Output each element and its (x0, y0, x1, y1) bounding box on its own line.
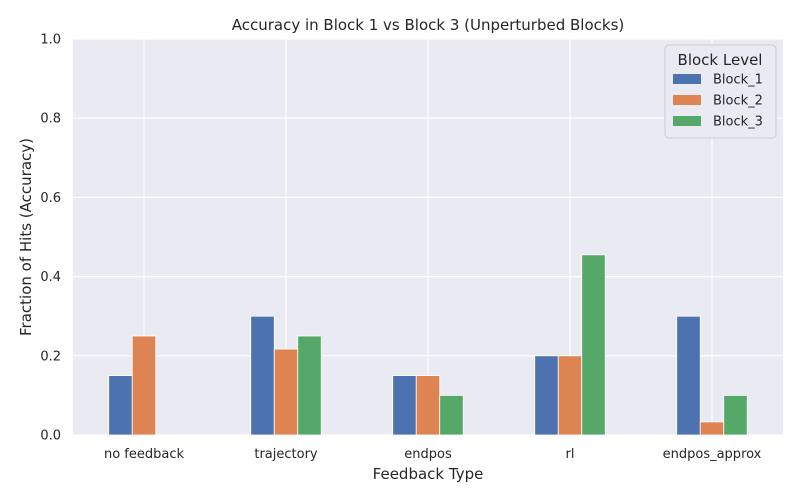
legend-label: Block_1 (713, 73, 763, 88)
legend-items: Block_1 Block_2 Block_3 (673, 73, 763, 130)
legend-box (664, 44, 777, 139)
bar-block-2-rl (557, 355, 583, 436)
legend-swatch (673, 116, 701, 126)
y-tick-label: 0.2 (40, 349, 61, 364)
y-axis-title: Fraction of Hits (Accuracy) (17, 138, 35, 336)
y-tick-label: 0.4 (40, 270, 61, 285)
bar-block-3-endpos (439, 394, 464, 436)
x-tick-label: endpos (404, 447, 452, 462)
bar-block-2-endpos-approx (699, 421, 725, 436)
y-tick-label: 0.6 (40, 191, 61, 206)
legend-swatch (673, 74, 701, 84)
y-tick-labels: 0.0 0.2 0.4 0.6 0.8 1.0 (40, 33, 61, 444)
x-tick-label: trajectory (254, 447, 318, 462)
bar-block-3-rl (581, 254, 606, 436)
bar-block-1-no-feedback (108, 375, 133, 436)
bar-block-2-no-feedback (131, 335, 157, 436)
chart-title: Accuracy in Block 1 vs Block 3 (Unpertur… (232, 16, 625, 34)
y-tick-label: 1.0 (40, 33, 61, 48)
bars-group (108, 254, 748, 436)
bar-block-3-trajectory (297, 335, 322, 436)
y-tick-label: 0.0 (40, 429, 61, 444)
bar-block-1-trajectory (250, 315, 275, 436)
bar-block-1-endpos-approx (676, 315, 701, 436)
legend-label: Block_3 (713, 115, 763, 130)
x-tick-labels: no feedback trajectory endpos rl endpos_appr… (104, 447, 762, 462)
bar-block-2-trajectory (273, 348, 299, 436)
legend: Block Level Block_1 Block_2 Block_3 (664, 44, 777, 139)
bar-block-3-endpos-approx (723, 394, 748, 436)
x-tick-label: no feedback (104, 447, 185, 462)
legend-label: Block_2 (713, 94, 763, 109)
legend-title: Block Level (678, 51, 763, 69)
x-tick-label: endpos_approx (663, 447, 762, 462)
bar-block-2-endpos (415, 375, 441, 436)
x-axis-title: Feedback Type (373, 465, 484, 483)
bar-block-1-endpos (392, 375, 417, 436)
y-tick-label: 0.8 (40, 112, 61, 127)
legend-swatch (673, 95, 701, 105)
bar-block-1-rl (534, 355, 559, 436)
x-tick-label: rl (566, 447, 575, 462)
